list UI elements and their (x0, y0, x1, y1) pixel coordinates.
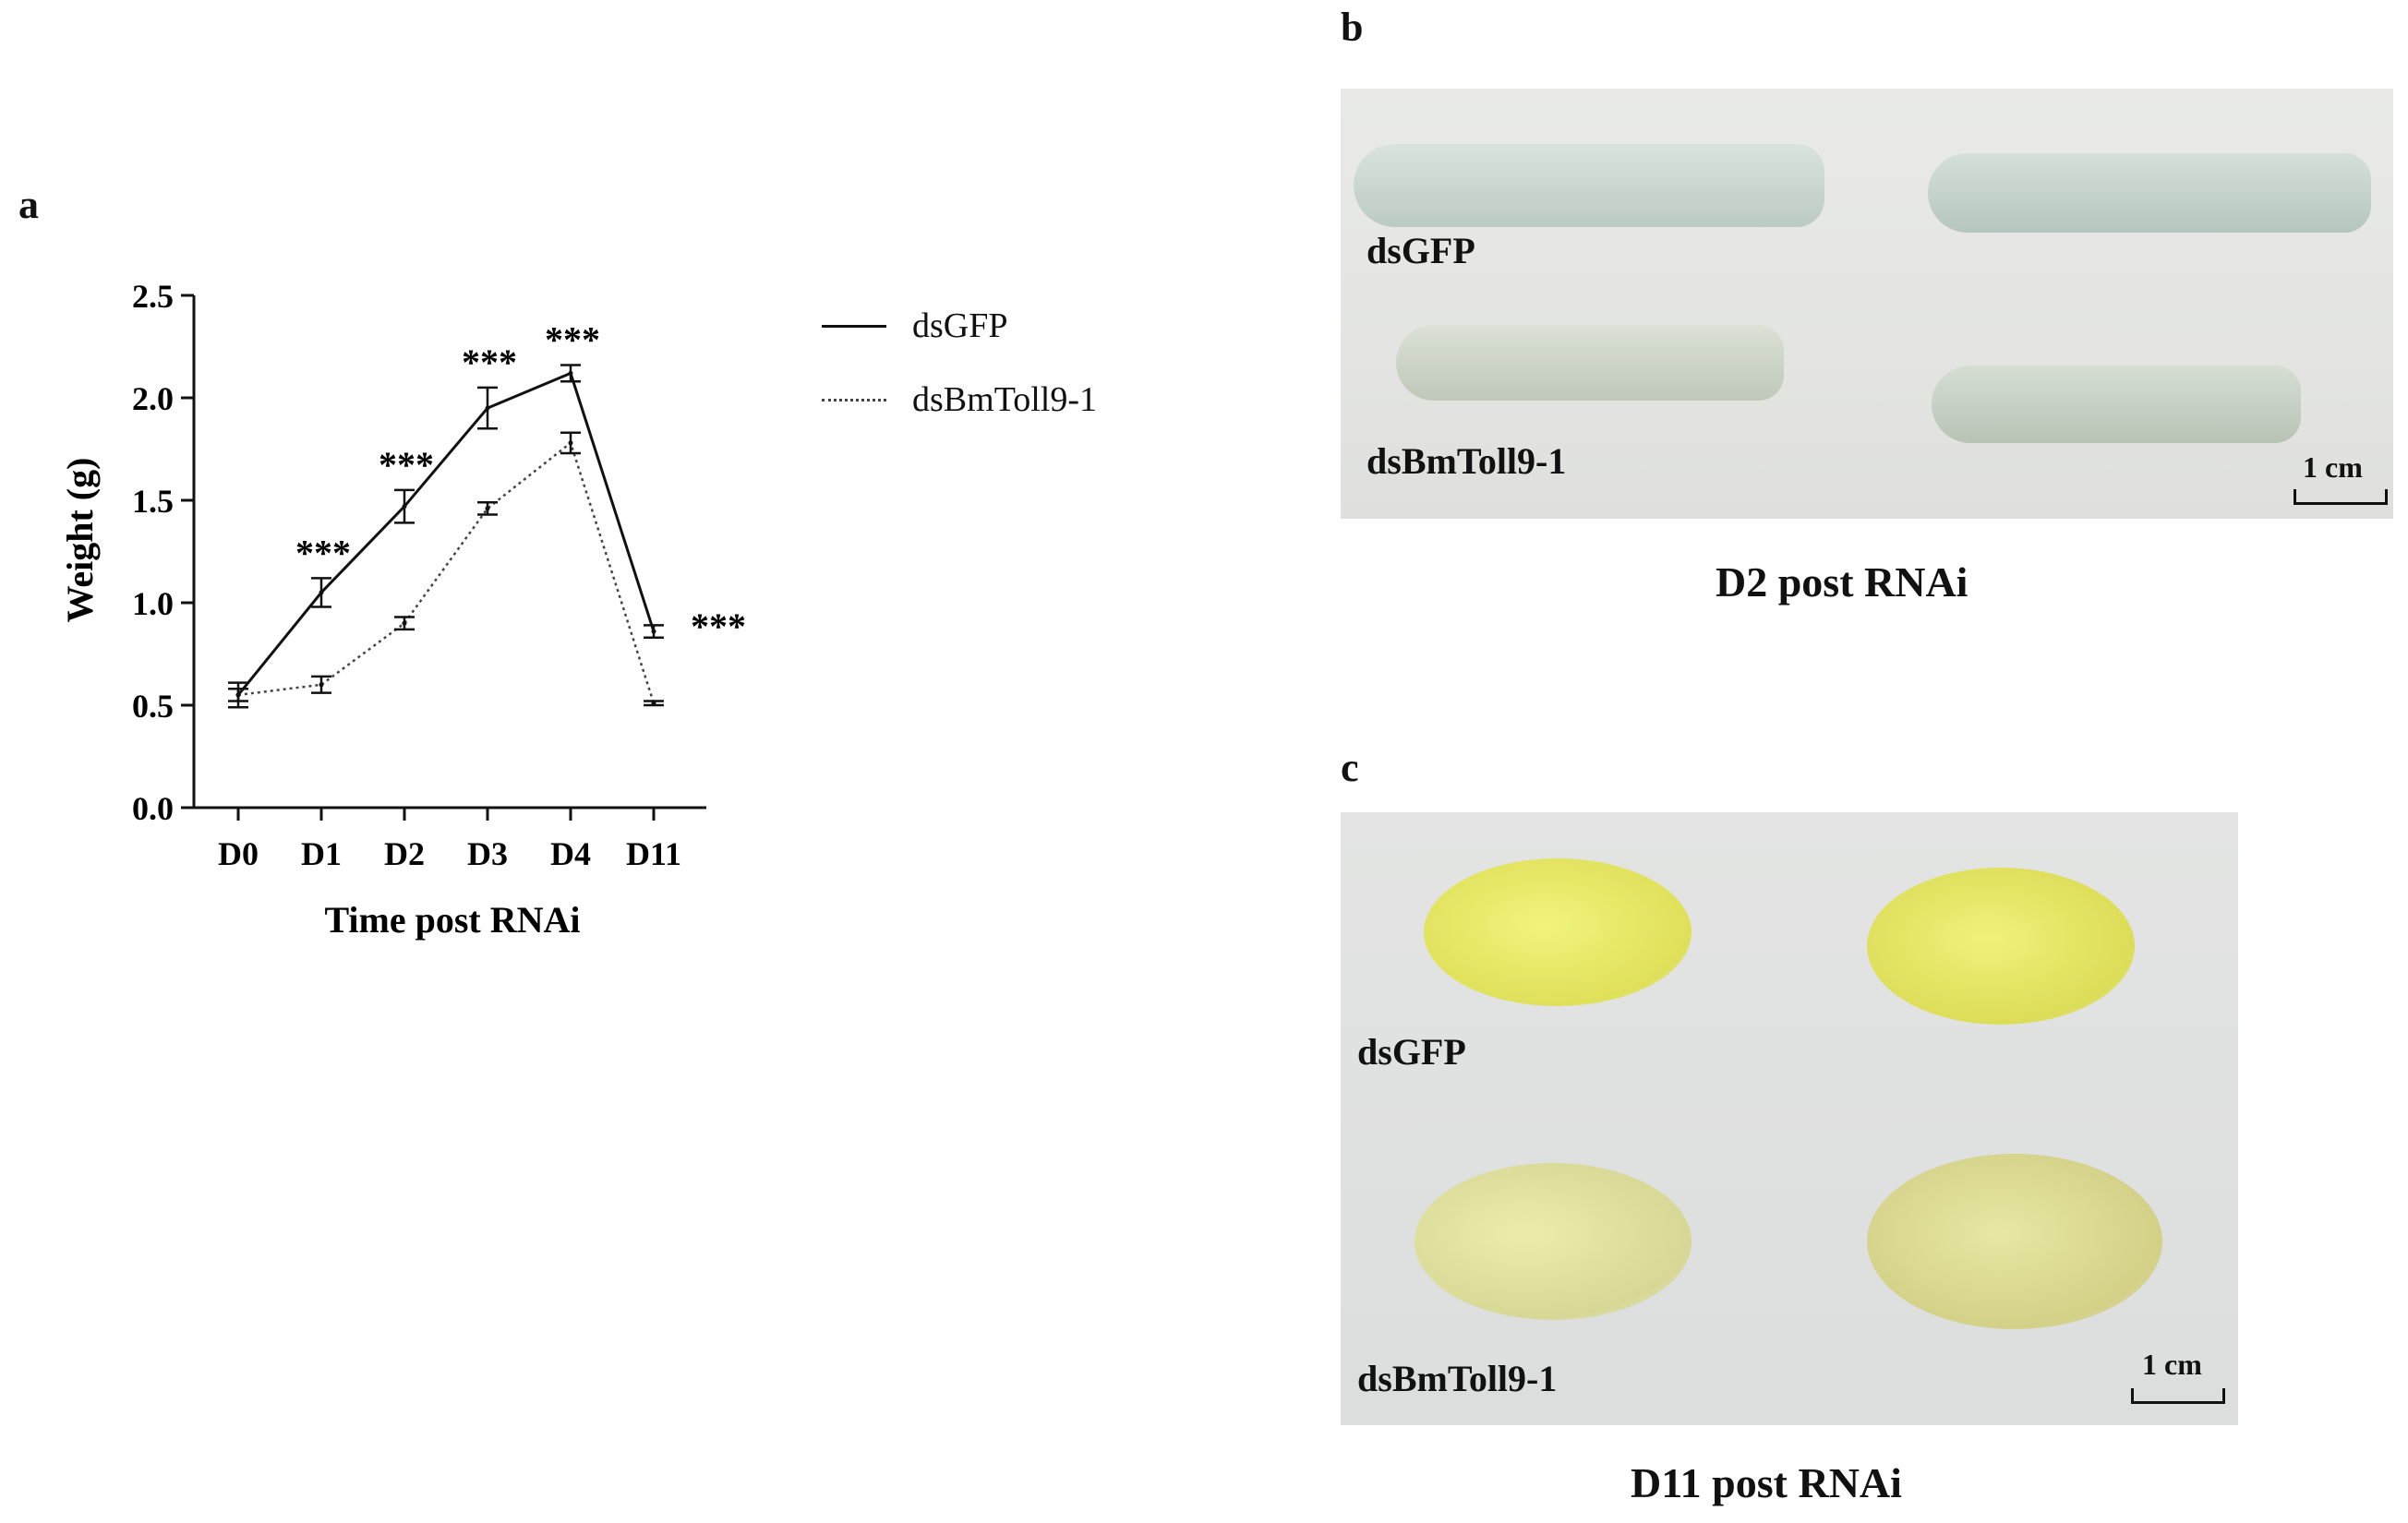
x-axis-label: Time post RNAi (324, 899, 580, 941)
y-tick-label: 2.0 (132, 380, 174, 417)
significance-marker: *** (379, 444, 434, 486)
larvae-photo: dsGFP dsBmToll9-1 1 cm (1341, 89, 2393, 519)
legend-item-dsbmtoll9: dsBmToll9-1 (822, 378, 1097, 421)
larva-rnai-right (1932, 366, 2301, 443)
cocoons-photo: dsGFP dsBmToll9-1 1 cm (1341, 812, 2238, 1425)
data-point (568, 440, 573, 446)
legend-item-dsgfp: dsGFP (822, 305, 1097, 347)
y-axis-label: Weight (g) (59, 458, 101, 623)
data-point (651, 701, 656, 706)
photo-b-scale-label: 1 cm (2303, 450, 2363, 484)
x-tick-label: D3 (467, 835, 508, 872)
x-tick-label: D2 (384, 835, 425, 872)
photo-c-label-dsbmtoll9: dsBmToll9-1 (1357, 1358, 1558, 1399)
larva-rnai-left (1396, 325, 1784, 401)
y-tick-label: 0.5 (132, 688, 174, 725)
data-point (402, 620, 407, 626)
chart-marks: *** *** *** *** *** (228, 318, 746, 709)
x-tick-label: D11 (626, 835, 681, 872)
panel-a-letter: a (18, 182, 39, 227)
chart-legend: dsGFP dsBmToll9-1 (822, 305, 1097, 452)
error-bar (560, 364, 581, 383)
error-bar (477, 386, 498, 430)
significance-marker: *** (545, 318, 600, 360)
data-point (651, 629, 656, 634)
y-tick-label: 0.0 (132, 790, 174, 827)
significance-marker: *** (691, 606, 746, 647)
error-bar (228, 687, 248, 702)
data-point (485, 506, 490, 511)
significance-marker: *** (462, 342, 517, 383)
data-point (319, 590, 324, 595)
series-line-dsbmtoll9 (237, 440, 656, 704)
x-tick-label: D0 (218, 835, 259, 872)
chart-axes: 0.0 0.5 1.0 1.5 2.0 2.5 D0 D1 D2 D3 D4 D11 (132, 278, 706, 872)
weight-line-chart: 0.00.51.01.52.02.5D0 D1 D2 D3 D4 D11 ********… (59, 278, 746, 941)
error-bar (477, 500, 498, 516)
photo-c-scale-bar (2131, 1388, 2225, 1404)
error-bar (644, 700, 664, 707)
error-bar (311, 675, 331, 694)
photo-c-scale-label: 1 cm (2142, 1348, 2202, 1381)
x-tick-label: D1 (301, 835, 342, 872)
photo-b-scale-bar (2294, 489, 2388, 505)
data-point (402, 504, 407, 510)
larva-gfp-left (1354, 144, 1824, 227)
y-tick-label: 1.5 (132, 483, 174, 520)
photo-b-label-dsbmtoll9: dsBmToll9-1 (1367, 440, 1567, 482)
data-point (235, 692, 241, 698)
panel-b-caption: D2 post RNAi (1716, 558, 1969, 606)
panel-c-letter: c (1341, 745, 1359, 790)
series-line-dsgfp (236, 371, 656, 696)
legend-dotted-line (822, 398, 886, 402)
panel-c-caption: D11 post RNAi (1631, 1459, 1902, 1506)
cocoon-rnai-left (1415, 1163, 1692, 1320)
error-bar (644, 624, 664, 639)
significance-marker: *** (295, 532, 351, 573)
error-bar (560, 431, 581, 455)
panel-b-letter: b (1341, 5, 1364, 50)
y-tick-label: 2.5 (132, 278, 174, 315)
larva-gfp-right (1928, 153, 2371, 233)
legend-label-dsbmtoll9: dsBmToll9-1 (912, 380, 1098, 419)
cocoon-gfp-right (1867, 868, 2135, 1025)
error-bar (394, 488, 415, 524)
data-point (568, 370, 573, 376)
photo-c-label-dsgfp: dsGFP (1357, 1031, 1466, 1073)
data-point (485, 405, 490, 411)
photo-b-label-dsgfp: dsGFP (1367, 230, 1475, 271)
cocoon-gfp-left (1424, 858, 1692, 1006)
error-bar (311, 577, 331, 608)
cocoon-rnai-right (1867, 1154, 2162, 1329)
error-bar (394, 616, 415, 631)
legend-label-dsgfp: dsGFP (912, 306, 1008, 345)
data-point (319, 682, 324, 688)
legend-solid-line (822, 324, 886, 328)
y-tick-label: 1.0 (132, 585, 174, 622)
x-tick-label: D4 (550, 835, 591, 872)
